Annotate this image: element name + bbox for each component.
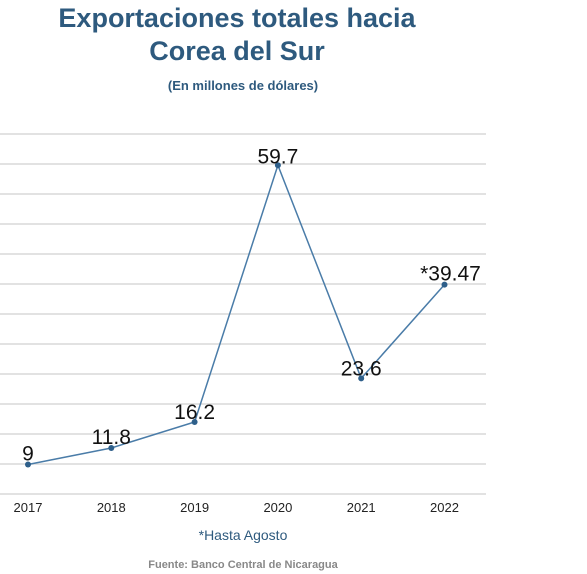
- data-point: [25, 461, 31, 468]
- data-label: 23.6: [341, 357, 382, 380]
- chart-title: Exportaciones totales hacia Corea del Su…: [0, 2, 474, 68]
- data-label: 11.8: [92, 426, 131, 449]
- chart-title-line-1: Exportaciones totales hacia: [58, 3, 416, 33]
- data-point: [441, 281, 448, 288]
- data-label: 9: [22, 442, 34, 465]
- chart-subtitle: (En millones de dólares): [167, 78, 319, 93]
- data-point: [358, 375, 365, 382]
- series-line: [27, 163, 446, 466]
- data-point: [191, 419, 198, 425]
- data-point: [274, 162, 281, 169]
- data-label: *39.47: [420, 263, 481, 286]
- x-tick-label: 2021: [347, 500, 376, 515]
- x-tick-label: 2022: [430, 500, 459, 515]
- data-label: 16.2: [174, 401, 215, 424]
- chart-source: Fuente: Banco Central de Nicaragua: [148, 559, 338, 571]
- chart-title-line-2: Corea del Sur: [149, 36, 325, 66]
- x-tick-label: 2019: [180, 500, 209, 515]
- data-label: 59.7: [257, 145, 298, 168]
- x-tick-label: 2018: [97, 500, 126, 515]
- x-tick-label: 2017: [14, 500, 43, 515]
- x-tick-label: 2020: [263, 500, 292, 515]
- chart-note: *Hasta Agosto: [198, 527, 288, 543]
- data-point: [108, 444, 115, 451]
